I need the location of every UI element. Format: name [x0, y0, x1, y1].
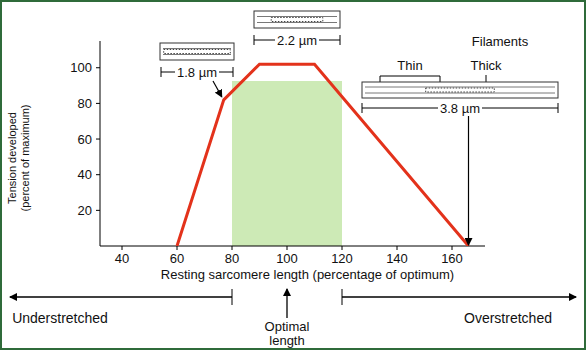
x-tick [232, 246, 233, 250]
x-tick [177, 246, 178, 250]
y-tick-label: 100 [70, 60, 92, 75]
arrow [342, 296, 576, 297]
region-label: Overstretched [464, 310, 552, 326]
optimal-range [232, 81, 342, 246]
x-axis [100, 246, 485, 247]
bracket [362, 108, 438, 109]
shade-group [232, 81, 342, 246]
x-tick [342, 246, 343, 250]
y-tick-label: 60 [78, 132, 92, 147]
x-tick-label: 60 [170, 251, 184, 266]
bracket [219, 72, 233, 73]
thin-filament [365, 87, 555, 88]
region-label: length [269, 333, 304, 348]
y-axis [100, 41, 101, 246]
x-tick-label: 140 [386, 251, 408, 266]
thin-filament [365, 93, 555, 94]
sarcomere-icon [254, 11, 340, 28]
thin-filament [257, 22, 337, 23]
length-label: 2.2 µm [277, 33, 317, 48]
length-label: 1.8 µm [177, 65, 217, 80]
x-tick-label: 80 [225, 251, 239, 266]
thick-label: Thick [470, 58, 502, 73]
x-tick-label: 100 [276, 251, 298, 266]
pointer [380, 76, 440, 77]
region-label: Optimal [265, 319, 310, 334]
sarcomere-box [362, 82, 558, 98]
y-tick [96, 174, 100, 175]
sarcomere-box [160, 43, 234, 60]
chart: 40608010012014016020406080100Resting sar… [0, 0, 586, 350]
frame [1, 1, 585, 349]
x-tick-label: 160 [441, 251, 463, 266]
sarcomere-icon [160, 43, 234, 60]
bracket [482, 108, 558, 109]
thin-filament [163, 48, 231, 49]
y-tick [96, 67, 100, 68]
thick-filament [426, 88, 495, 92]
arrow [468, 116, 469, 245]
x-tick [122, 246, 123, 250]
y-tick [96, 103, 100, 104]
filaments-label: Filaments [472, 34, 529, 49]
region-label: Understretched [12, 310, 108, 326]
y-axis-label: Tension developed [6, 112, 18, 204]
thin-label: Thin [397, 58, 422, 73]
length-label: 3.8 µm [440, 101, 480, 116]
y-tick [96, 210, 100, 211]
y-tick-label: 80 [78, 96, 92, 111]
arrow [10, 296, 232, 297]
y-tick-label: 40 [78, 167, 92, 182]
x-tick-label: 40 [115, 251, 129, 266]
x-axis-label: Resting sarcomere length (percentage of … [161, 267, 454, 282]
bracket [161, 72, 175, 73]
x-tick [397, 246, 398, 250]
sarcomere-box [254, 11, 340, 28]
thick-filament [271, 18, 323, 22]
bracket [254, 40, 275, 41]
thin-filament [163, 54, 231, 55]
y-tick [96, 139, 100, 140]
y-axis-label: (percent of maximum) [19, 105, 31, 212]
x-tick-label: 120 [331, 251, 353, 266]
arrow [213, 81, 222, 97]
sarcomere-icon [362, 82, 558, 98]
arrow [286, 289, 287, 318]
x-tick [452, 246, 453, 250]
y-tick-label: 20 [78, 203, 92, 218]
x-tick [287, 246, 288, 250]
bracket [319, 40, 340, 41]
thin-filament [257, 16, 337, 17]
thick-filament [164, 50, 231, 54]
